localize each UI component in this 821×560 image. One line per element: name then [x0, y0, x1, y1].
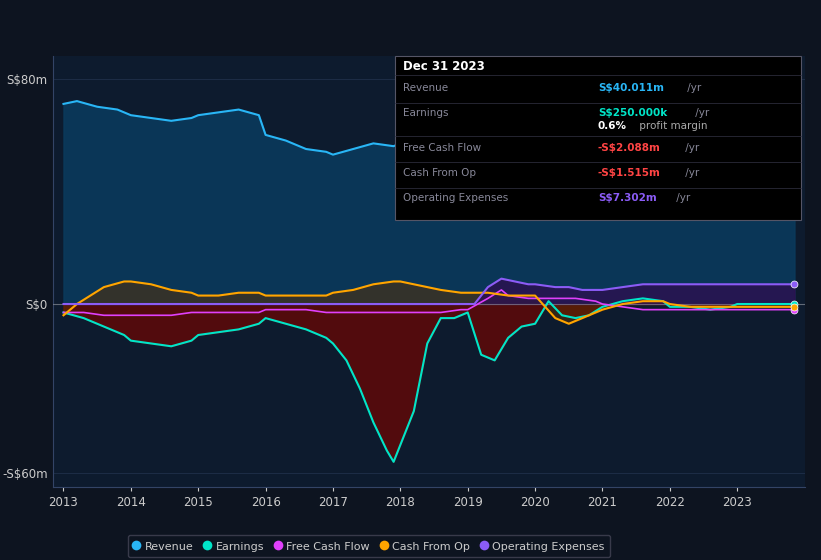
Text: Free Cash Flow: Free Cash Flow	[402, 143, 481, 153]
Text: 0.6%: 0.6%	[598, 121, 627, 131]
Legend: Revenue, Earnings, Free Cash Flow, Cash From Op, Operating Expenses: Revenue, Earnings, Free Cash Flow, Cash …	[128, 535, 610, 557]
Text: Cash From Op: Cash From Op	[402, 169, 475, 178]
Text: /yr: /yr	[673, 193, 690, 203]
Text: /yr: /yr	[682, 169, 699, 178]
Text: /yr: /yr	[682, 143, 699, 153]
Text: profit margin: profit margin	[635, 121, 707, 131]
Text: S$7.302m: S$7.302m	[598, 193, 657, 203]
Text: Earnings: Earnings	[402, 108, 448, 118]
Text: Revenue: Revenue	[402, 83, 447, 94]
Text: Dec 31 2023: Dec 31 2023	[402, 60, 484, 73]
Text: -S$2.088m: -S$2.088m	[598, 143, 661, 153]
Text: /yr: /yr	[685, 83, 702, 94]
Text: S$40.011m: S$40.011m	[598, 83, 664, 94]
Text: -S$1.515m: -S$1.515m	[598, 169, 661, 178]
Text: Operating Expenses: Operating Expenses	[402, 193, 508, 203]
Text: /yr: /yr	[692, 108, 709, 118]
Text: S$250.000k: S$250.000k	[598, 108, 667, 118]
FancyBboxPatch shape	[395, 56, 800, 220]
